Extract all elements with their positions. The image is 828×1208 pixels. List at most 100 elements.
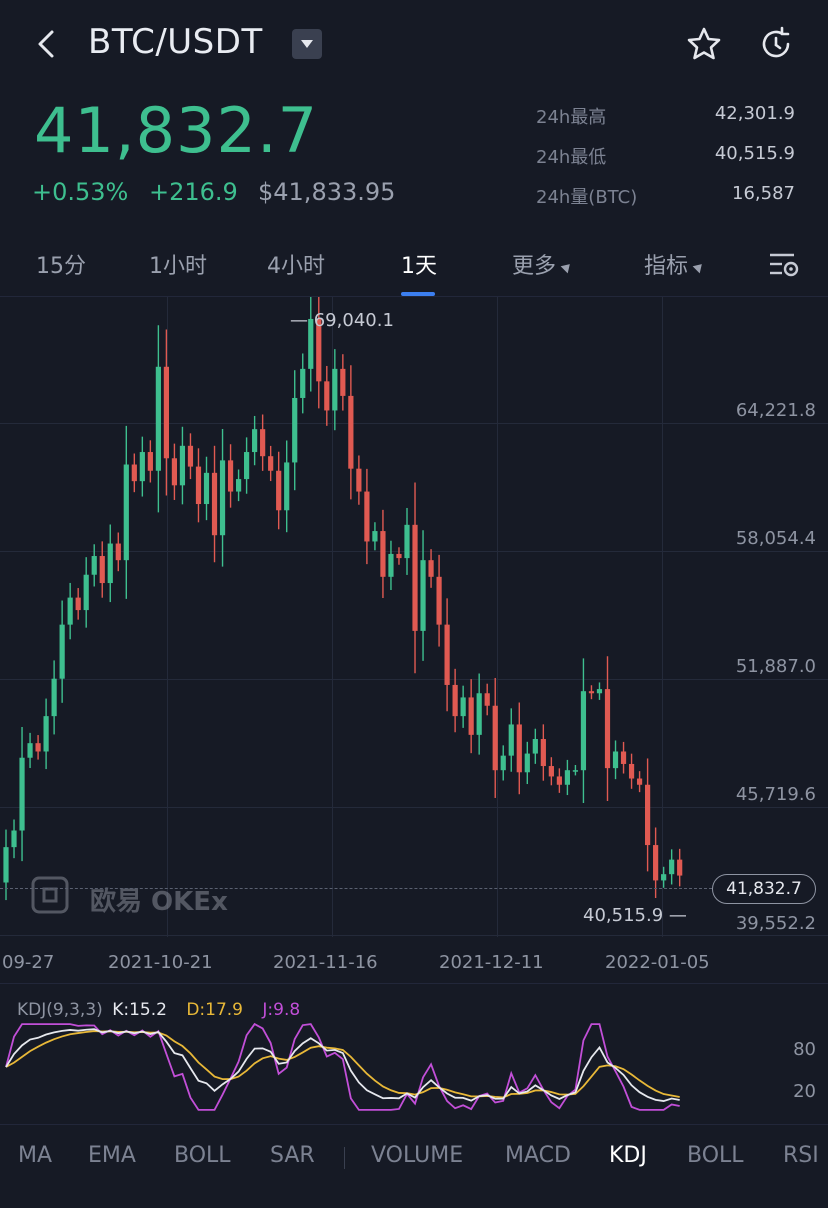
y-tick-label: 51,887.0: [735, 656, 816, 677]
kdj-label: KDJ(9,3,3): [17, 1000, 103, 1020]
indicator-tab-ema[interactable]: EMA: [88, 1143, 136, 1168]
candle-body: [35, 743, 41, 752]
low-marker-value: 40,515.9: [583, 905, 664, 926]
candle-body: [300, 368, 306, 398]
percent-change: +0.53%: [32, 178, 129, 206]
candle-body: [171, 458, 178, 486]
candle-body: [51, 678, 57, 717]
last-price: 41,832.7: [34, 94, 319, 167]
indicator-tab-macd[interactable]: MACD: [505, 1143, 571, 1168]
candle-body: [67, 597, 73, 625]
indicator-divider: [344, 1147, 345, 1169]
candle-body: [396, 553, 402, 559]
dropdown-icon: [301, 40, 313, 48]
candle-body: [669, 859, 675, 875]
last-price-badge: 41,832.7: [712, 874, 816, 904]
candle-body: [404, 524, 410, 559]
candle-body: [11, 830, 17, 848]
candle-body: [155, 366, 161, 471]
tab-more[interactable]: 更多: [512, 248, 574, 280]
candle-body: [227, 460, 234, 492]
x-tick-label: 09-27: [2, 952, 55, 973]
indicator-tab-kdj[interactable]: KDJ: [609, 1143, 647, 1168]
candle-body: [428, 560, 434, 577]
tab-15m[interactable]: 15分: [36, 254, 86, 279]
tab-indicators[interactable]: 指标: [644, 248, 706, 280]
low-marker: 40,515.9 —: [583, 905, 687, 926]
x-tick-label: 2021-10-21: [108, 952, 213, 973]
candle-body: [340, 368, 346, 396]
candle-body: [588, 691, 595, 694]
tab-4h[interactable]: 4小时: [267, 254, 325, 279]
candle-body: [244, 452, 250, 480]
active-tab-indicator: [401, 292, 435, 296]
candle-body: [332, 368, 338, 411]
candlestick-chart[interactable]: 欧易 OKEx 64,221.8 58,054.4 51,887.0 45,71…: [0, 297, 828, 982]
candle-body: [372, 531, 378, 542]
candle-body: [436, 576, 442, 625]
candle-body: [484, 693, 490, 706]
gridline-h: [0, 935, 828, 936]
pair-title[interactable]: BTC/USDT: [88, 22, 263, 62]
tab-1d[interactable]: 1天: [401, 254, 437, 279]
candle-body: [516, 724, 522, 773]
indicator-tab-rsi[interactable]: RSI: [783, 1143, 819, 1168]
gridline-v: [662, 297, 663, 937]
x-tick-label: 2021-11-16: [273, 952, 378, 973]
candle-body: [107, 543, 113, 584]
candle-body: [572, 770, 579, 772]
candle-body: [147, 452, 153, 471]
absolute-change: +216.9: [149, 178, 238, 206]
candle-body: [636, 778, 643, 785]
candle-body: [524, 753, 530, 773]
candle-body: [19, 757, 25, 831]
gridline-v: [332, 297, 333, 937]
candle-body: [653, 845, 659, 881]
refresh-button[interactable]: [756, 24, 796, 64]
watermark-text: 欧易 OKEx: [90, 887, 228, 917]
stat-label-low: 24h最低: [536, 147, 607, 168]
indicator-tab-volume[interactable]: VOLUME: [371, 1143, 464, 1168]
tab-1h[interactable]: 1小时: [149, 254, 207, 279]
candle-body: [91, 556, 97, 575]
candle-body: [420, 560, 426, 631]
candle-body: [580, 691, 587, 771]
candle-body: [596, 689, 603, 694]
candle-body: [59, 624, 65, 679]
candle-body: [252, 429, 258, 453]
candle-body: [620, 751, 627, 764]
indicator-tab-ma[interactable]: MA: [18, 1143, 53, 1168]
chart-settings-button[interactable]: [768, 250, 800, 280]
candle-body: [612, 751, 619, 769]
gridline-v: [167, 297, 168, 937]
candle-body: [492, 705, 498, 771]
candle-body: [27, 743, 33, 758]
okex-logo-icon: [31, 876, 69, 914]
indicator-tab-sar[interactable]: SAR: [270, 1143, 315, 1168]
candle-body: [235, 479, 242, 492]
candle-body: [75, 597, 81, 611]
candle-body: [444, 624, 450, 685]
x-tick-label: 2021-12-11: [439, 952, 544, 973]
caret-up-icon: [560, 260, 574, 274]
candle-body: [380, 531, 386, 577]
stat-value-high: 42,301.9: [714, 103, 795, 124]
candle-body: [115, 543, 121, 561]
candle-body: [195, 466, 202, 505]
candle-body: [604, 689, 611, 769]
kdj-panel: 80 20: [0, 983, 828, 1124]
header-bar: BTC/USDT: [0, 0, 828, 90]
favorite-button[interactable]: [684, 24, 724, 64]
caret-up-icon: [692, 260, 706, 274]
indicator-tab-boll[interactable]: BOLL: [174, 1143, 231, 1168]
candle-body: [219, 460, 226, 536]
candle-body: [476, 693, 482, 735]
pair-dropdown-button[interactable]: [292, 29, 322, 59]
back-button[interactable]: [28, 22, 68, 66]
kdj-j-value: J:9.8: [262, 1000, 301, 1020]
candles-layer: [3, 297, 683, 901]
indicator-tab-boll-sub[interactable]: BOLL: [687, 1143, 744, 1168]
candle-body: [308, 318, 314, 369]
last-price-line: [0, 888, 712, 889]
candle-body: [203, 472, 210, 505]
